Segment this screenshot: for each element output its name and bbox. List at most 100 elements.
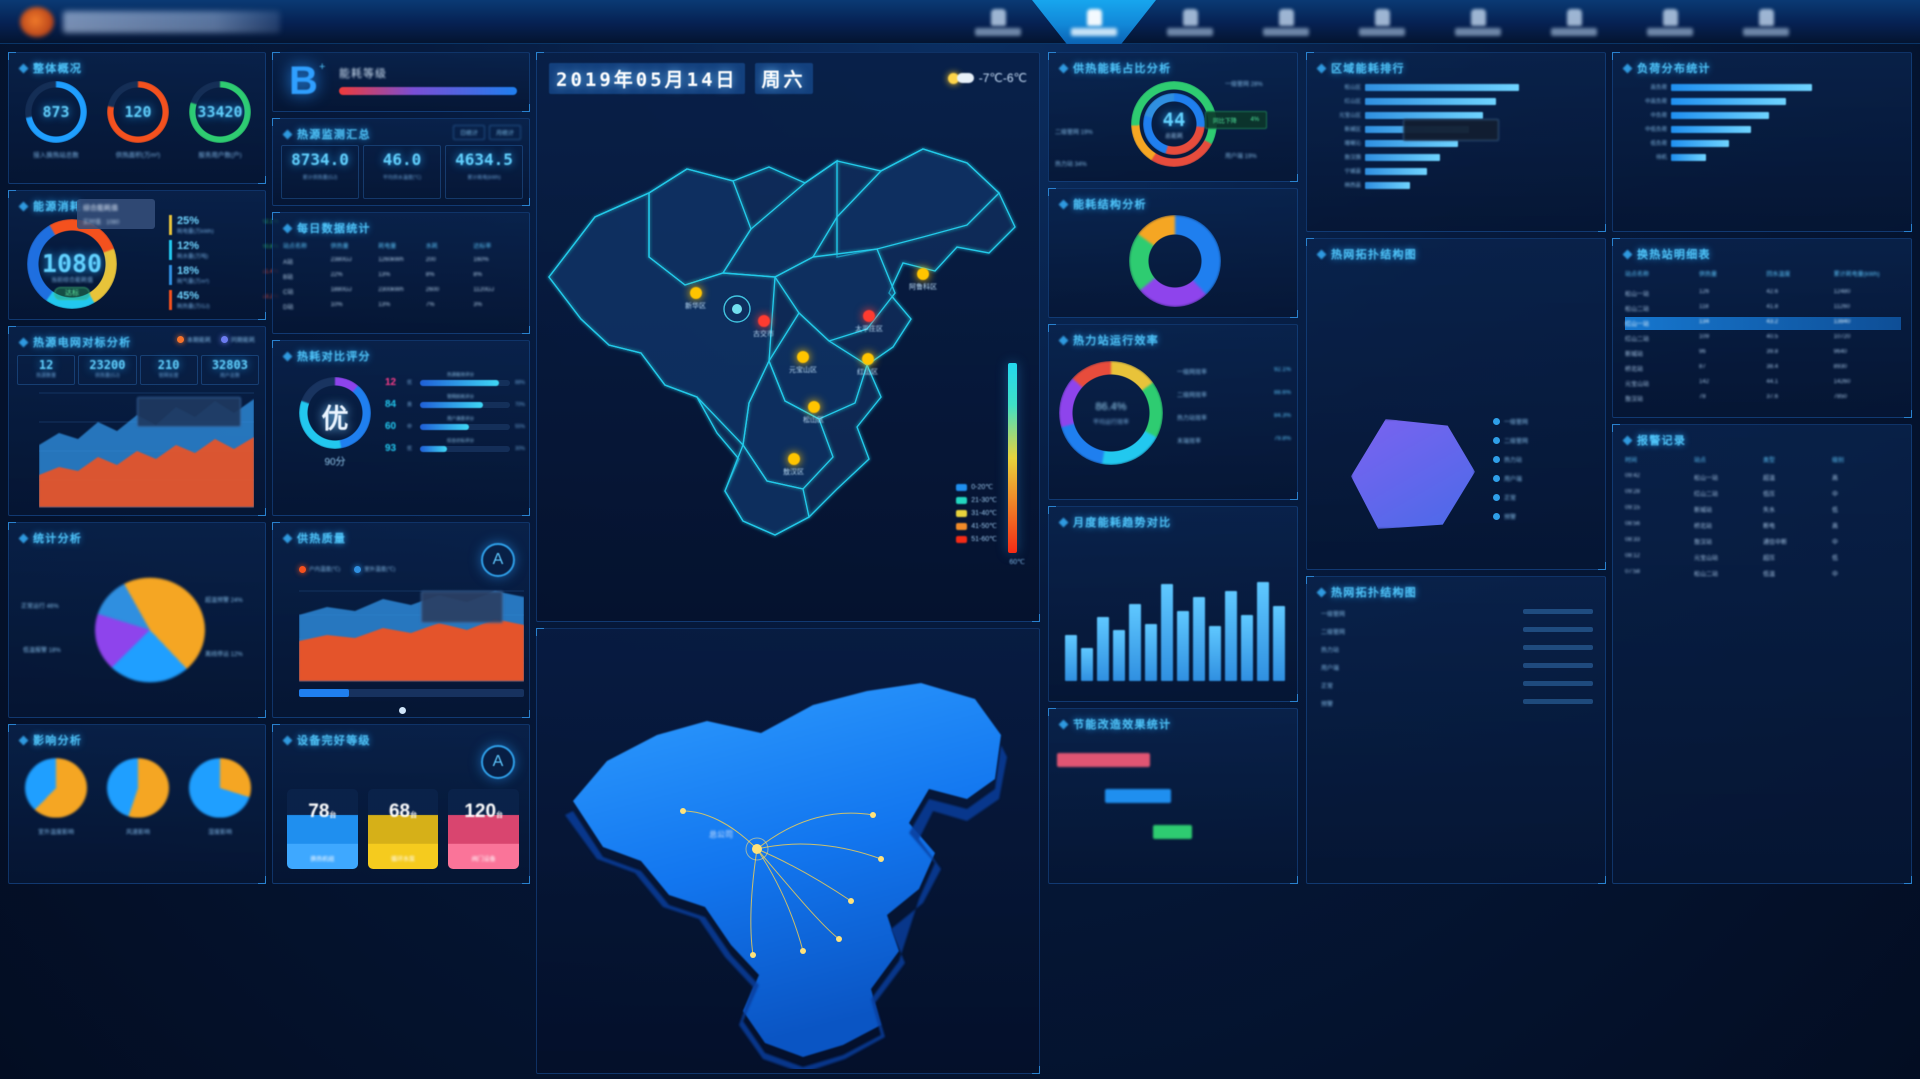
grid-kpi-row: 12 热源数量 23200 供热量(GJ) 210 管网长度 32803 用户总… xyxy=(17,355,259,385)
table-row[interactable]: D站 10% 13% 7% 3% xyxy=(283,302,521,311)
bar-3[interactable] xyxy=(1113,630,1125,681)
map-marker-6[interactable]: 松山区 xyxy=(803,401,824,425)
device-card-1[interactable]: 68台 循环水泵 xyxy=(367,789,439,869)
period-tab-1[interactable]: 月统计 xyxy=(488,125,521,140)
chevron-right-icon xyxy=(18,735,29,745)
topology-legend-2[interactable]: 热力站 xyxy=(1493,455,1597,464)
table-row[interactable]: 松山二站 118 41.8 11260 xyxy=(1625,302,1901,315)
device-card-2[interactable]: 120台 阀门设备 xyxy=(448,789,520,869)
table-row[interactable]: 桥北站 87 38.4 8930 xyxy=(1625,362,1901,375)
map-marker-2[interactable]: 古交市 xyxy=(753,315,774,339)
topology-legend-1[interactable]: 二级管网 xyxy=(1493,436,1597,445)
map-marker-7[interactable]: 敖汉区 xyxy=(783,453,804,477)
table-row[interactable]: 松山一站 126 42.6 12480 xyxy=(1625,287,1901,300)
bar-11[interactable] xyxy=(1241,615,1253,681)
alarm-row[interactable]: 09:15 新城站 失水 低 xyxy=(1625,505,1901,514)
table-row[interactable]: C站 1880GJ 2300kWh 2600 1120GJ xyxy=(283,287,521,296)
legend-item-1[interactable]: 同期能耗 xyxy=(220,335,255,344)
table-row[interactable]: B站 22% 13% 8% 8% xyxy=(283,272,521,281)
table-row[interactable]: 新城站 96 39.8 9640 xyxy=(1625,347,1901,360)
item-label: 耗电量(万kWh) xyxy=(177,229,214,235)
alarm-row[interactable]: 08:12 元宝山站 超压 低 xyxy=(1625,553,1901,562)
bar-9[interactable] xyxy=(1209,626,1221,681)
nav-item-2[interactable] xyxy=(1142,0,1238,44)
alarm-row[interactable]: 08:33 敖汉站 通信中断 中 xyxy=(1625,537,1901,546)
scrollbar-thumb[interactable] xyxy=(299,689,349,697)
nav-item-6[interactable] xyxy=(1526,0,1622,44)
map-marker-0[interactable]: 新华区 xyxy=(685,287,706,311)
grade-progress-bar[interactable] xyxy=(339,87,517,95)
pie-callout-1: 超温预警 24% xyxy=(205,598,243,604)
bar-13[interactable] xyxy=(1273,606,1285,681)
bar-4[interactable] xyxy=(1129,604,1141,681)
quality-scrollbar[interactable] xyxy=(299,689,524,697)
period-tab-0[interactable]: 日统计 xyxy=(452,125,485,140)
map-marker-4[interactable]: 元宝山区 xyxy=(789,351,817,375)
table-row[interactable]: 敖汉站 78 37.6 7850 xyxy=(1625,392,1901,405)
relation-map-panel[interactable]: 总公司 xyxy=(536,628,1040,1074)
bar-6[interactable] xyxy=(1161,584,1173,681)
table-row[interactable]: 红山二站 109 40.5 10720 xyxy=(1625,332,1901,345)
bar-5[interactable] xyxy=(1145,624,1157,681)
bar-1[interactable] xyxy=(1081,648,1093,681)
app-logo[interactable] xyxy=(20,4,280,40)
table-row[interactable]: A站 2380GJ 1260kWh 200 160% xyxy=(283,257,521,266)
map-marker-1[interactable]: 阿鲁科区 xyxy=(909,268,937,292)
topology-legend-3[interactable]: 用户端 xyxy=(1493,474,1597,483)
carousel-dot[interactable] xyxy=(399,707,406,714)
td: 07:58 xyxy=(1625,569,1641,575)
energy-consumption-card: 能源消耗 1080 当前综合能耗值 达标 综合能耗值 实时值 : 1080 25… xyxy=(8,190,279,320)
legend-swatch xyxy=(956,535,968,543)
nav-item-8[interactable] xyxy=(1718,0,1814,44)
temp-legend-3[interactable]: 41-50℃ xyxy=(956,522,997,530)
retrofit-effect-card: 节能改造效果统计 xyxy=(1048,708,1298,884)
kpi-1: 23200 供热量(GJ) xyxy=(78,355,137,385)
topology-legend-0[interactable]: 一级管网 xyxy=(1493,417,1597,426)
legend-item-0[interactable]: 本期能耗 xyxy=(176,335,211,344)
retrofit-bar-2 xyxy=(1153,825,1192,839)
device-card-0[interactable]: 78台 换热机组 xyxy=(287,789,358,869)
alarm-row[interactable]: 09:42 松山一站 超温 高 xyxy=(1625,473,1901,482)
td: 96 xyxy=(1699,349,1706,355)
relation-map-svg[interactable] xyxy=(537,639,1041,1069)
device-badge[interactable]: A xyxy=(481,745,515,779)
map-marker-5[interactable]: 红山区 xyxy=(857,353,878,377)
statistics-card: 统计分析 正常运行 46% 超温预警 24% 低温报警 18% 离线停运 12% xyxy=(8,522,266,718)
quality-legend-0[interactable]: 户内温度(℃) xyxy=(299,565,340,573)
kpi-0: 12 热源数量 xyxy=(17,355,76,385)
bar-12[interactable] xyxy=(1257,582,1269,681)
diamond-icon xyxy=(1058,719,1069,729)
nav-item-1[interactable] xyxy=(1046,0,1142,44)
temp-legend-1[interactable]: 21-30℃ xyxy=(956,496,997,504)
alarm-row[interactable]: 07:58 松山二站 低温 中 xyxy=(1625,569,1901,578)
table-row[interactable]: 元宝山站 142 44.1 14260 xyxy=(1625,377,1901,390)
device-icon xyxy=(1470,8,1486,26)
nav-item-4[interactable] xyxy=(1334,0,1430,44)
temp-legend-2[interactable]: 31-40℃ xyxy=(956,509,997,517)
nav-item-3[interactable] xyxy=(1238,0,1334,44)
bar-8[interactable] xyxy=(1193,597,1205,681)
bar-7[interactable] xyxy=(1177,611,1189,681)
topology-legend-4[interactable]: 正常 xyxy=(1493,493,1597,502)
table-row[interactable]: 红山一站 134 43.2 13840 xyxy=(1625,317,1901,330)
temp-legend-0[interactable]: 0-20℃ xyxy=(956,483,997,491)
quality-legend-1[interactable]: 室外温度(℃) xyxy=(354,565,395,573)
topology-legend-5[interactable]: 预警 xyxy=(1493,512,1597,521)
legend-swatch xyxy=(956,509,968,517)
alarm-row[interactable]: 09:28 红山二站 低压 中 xyxy=(1625,489,1901,498)
nav-item-7[interactable] xyxy=(1622,0,1718,44)
temp-legend-4[interactable]: 51-60℃ xyxy=(956,535,997,543)
quality-badge[interactable]: A xyxy=(481,543,515,577)
hbar-4: 低负荷 xyxy=(1627,139,1899,147)
energy-title: 能源消耗 xyxy=(18,198,82,214)
region-map-svg[interactable] xyxy=(537,97,1041,577)
bar-10[interactable] xyxy=(1225,591,1237,681)
nav-item-5[interactable] xyxy=(1430,0,1526,44)
region-map-panel[interactable]: 2019年05月14日 周六 -7℃-6℃ 新华区 xyxy=(536,52,1040,622)
score-bar-value: 12 xyxy=(385,377,397,388)
map-marker-3[interactable]: 太平庄区 xyxy=(855,310,883,334)
nav-item-0[interactable] xyxy=(950,0,1046,44)
alarm-row[interactable]: 08:56 桥北站 断电 高 xyxy=(1625,521,1901,530)
bar-0[interactable] xyxy=(1065,635,1077,681)
bar-2[interactable] xyxy=(1097,617,1109,681)
